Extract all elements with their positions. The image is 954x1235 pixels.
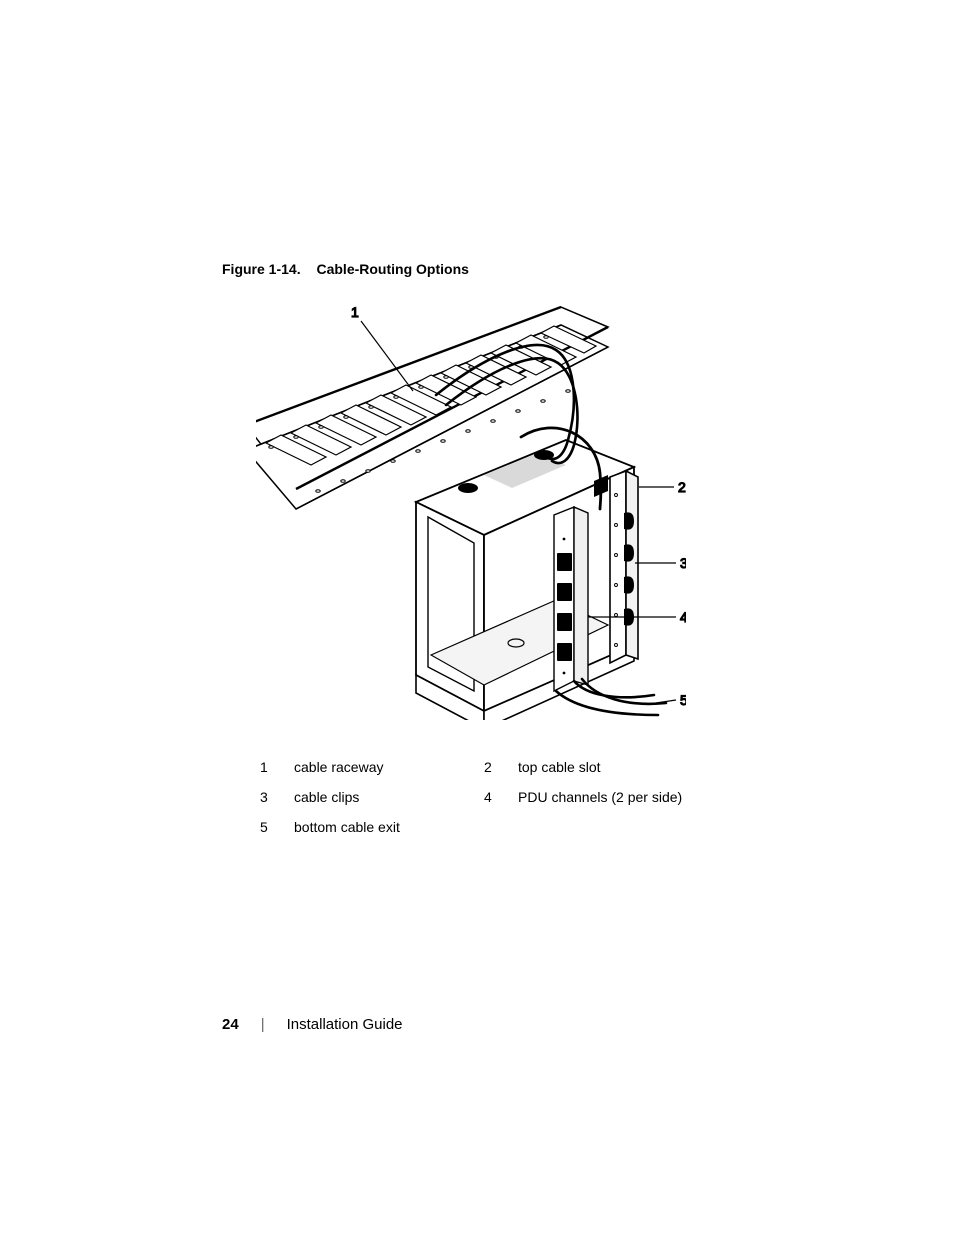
figure-number: Figure 1-14. xyxy=(222,261,301,277)
diagram: 1 2 3 4 5 xyxy=(256,295,686,720)
legend-num: 5 xyxy=(260,819,294,835)
legend-row: 1 cable raceway 2 top cable slot xyxy=(260,752,738,782)
legend-num: 2 xyxy=(484,759,518,775)
legend-text: PDU channels (2 per side) xyxy=(518,789,738,805)
page-footer: 24 | Installation Guide xyxy=(222,1016,403,1033)
legend-num: 1 xyxy=(260,759,294,775)
callout-3: 3 xyxy=(680,555,686,571)
callout-2: 2 xyxy=(678,479,686,495)
footer-title: Installation Guide xyxy=(287,1016,403,1033)
legend-num: 4 xyxy=(484,789,518,805)
front-post xyxy=(610,471,638,663)
legend-text: cable raceway xyxy=(294,759,484,775)
rack-group xyxy=(416,440,638,720)
legend-text: bottom cable exit xyxy=(294,819,484,835)
page: Figure 1-14. Cable-Routing Options xyxy=(0,0,954,1235)
pdu-channel xyxy=(554,507,588,691)
legend-row: 3 cable clips 4 PDU channels (2 per side… xyxy=(260,782,738,812)
callout-4: 4 xyxy=(680,609,686,625)
figure-title: Cable-Routing Options xyxy=(316,261,468,277)
diagram-svg: 1 2 3 4 5 xyxy=(256,295,686,720)
figure-caption: Figure 1-14. Cable-Routing Options xyxy=(222,261,469,277)
legend-row: 5 bottom cable exit xyxy=(260,812,738,842)
legend-num: 3 xyxy=(260,789,294,805)
footer-divider: | xyxy=(261,1016,265,1033)
legend-text: top cable slot xyxy=(518,759,738,775)
legend: 1 cable raceway 2 top cable slot 3 cable… xyxy=(260,752,738,842)
legend-text: cable clips xyxy=(294,789,484,805)
page-number: 24 xyxy=(222,1016,239,1033)
callout-1: 1 xyxy=(351,304,359,320)
callout-5: 5 xyxy=(680,692,686,708)
